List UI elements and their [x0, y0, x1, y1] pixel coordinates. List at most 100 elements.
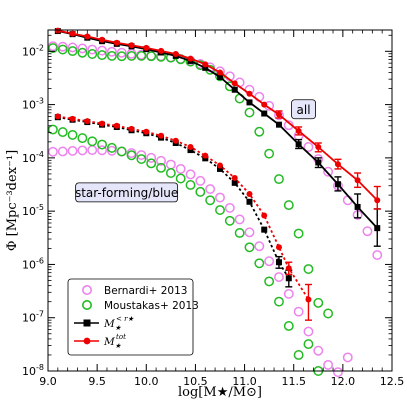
point-mr_sf: [261, 226, 268, 233]
point-mr_all: [374, 225, 381, 232]
point-mtot_sf: [246, 190, 253, 197]
point-mtot_sf: [54, 113, 61, 120]
legend-bernardi-label: Bernardi+ 2013: [104, 285, 187, 297]
point-mr_all: [334, 181, 341, 188]
point-mr_all: [217, 73, 223, 80]
point-moustakas_all: [244, 107, 255, 118]
point-bernardi_sf: [323, 359, 334, 370]
point-mtot_all: [113, 39, 120, 46]
point-mr_all: [295, 141, 302, 148]
point-mtot_sf: [275, 244, 282, 251]
point-bernardi_sf: [87, 145, 98, 156]
point-moustakas_sf: [136, 154, 147, 165]
point-moustakas_all: [106, 50, 117, 61]
point-bernardi_all: [97, 45, 108, 56]
point-moustakas_sf: [205, 195, 216, 206]
annotation-all: all: [291, 99, 316, 120]
point-moustakas_all: [264, 148, 275, 159]
point-moustakas_all: [57, 44, 68, 55]
legend-moustakas-label: Moustakas+ 2013: [104, 300, 199, 312]
point-mtot_all: [275, 111, 282, 118]
point-moustakas_sf: [67, 129, 78, 140]
point-mtot_all: [99, 36, 106, 43]
point-mtot_all: [217, 69, 223, 76]
point-moustakas_sf: [77, 133, 88, 144]
point-moustakas_sf: [175, 173, 186, 184]
point-mtot_sf: [158, 132, 165, 139]
point-mtot_all: [246, 90, 253, 97]
y-tick-label: 10-5: [22, 203, 44, 218]
point-moustakas_sf: [195, 186, 206, 197]
point-bernardi_sf: [185, 169, 196, 180]
point-mtot_sf: [261, 212, 268, 219]
point-mtot_sf: [217, 162, 223, 169]
series-moustakas_all: [47, 43, 324, 308]
point-moustakas_sf: [254, 258, 265, 269]
point-moustakas_all: [254, 126, 265, 137]
point-bernardi_all: [303, 142, 314, 152]
point-bernardi_sf: [254, 241, 265, 252]
point-moustakas_sf: [185, 180, 196, 190]
plot-frame: [47, 29, 393, 372]
point-bernardi_sf: [332, 367, 343, 378]
point-bernardi_all: [87, 44, 98, 55]
point-mtot_all: [315, 143, 322, 150]
point-bernardi_sf: [57, 146, 68, 157]
y-axis-label: Φ [Mpc⁻³dex⁻¹]: [5, 150, 20, 251]
point-moustakas_all: [313, 297, 324, 308]
point-moustakas_sf: [156, 162, 166, 173]
x-tick-label: 10.0: [134, 375, 159, 388]
y-tick-label: 10-2: [22, 43, 44, 58]
point-mr_all: [261, 110, 268, 117]
annotation-star-forming-box: [75, 182, 179, 203]
legend-mtot-label: M★tot: [103, 333, 126, 350]
point-mtot_all: [84, 33, 91, 40]
point-mtot_sf: [99, 120, 106, 127]
annotation-star-forming: star-forming/blue: [75, 182, 179, 203]
point-mr_all: [246, 99, 253, 106]
point-bernardi_all: [77, 43, 88, 54]
point-mtot_sf: [84, 118, 91, 125]
point-moustakas_sf: [87, 136, 98, 147]
point-mtot_all: [354, 177, 361, 184]
x-axis-label: log[M★/M⊙]: [178, 385, 262, 400]
point-bernardi_sf: [303, 326, 314, 337]
point-mr_sf: [275, 259, 282, 266]
point-mtot_sf: [143, 128, 150, 135]
y-tick-label: 10-8: [22, 363, 44, 378]
point-mr_sf: [285, 275, 292, 282]
point-moustakas_sf: [274, 296, 284, 307]
point-bernardi_all: [362, 226, 373, 237]
point-mtot_sf: [305, 296, 312, 303]
point-mr_all: [315, 159, 322, 166]
point-mtot_all: [374, 197, 381, 204]
point-mr_all: [231, 86, 238, 93]
point-bernardi_sf: [274, 272, 284, 282]
point-mtot_all: [143, 44, 150, 51]
x-tick-label: 11.5: [281, 375, 306, 388]
point-mtot_all: [334, 161, 341, 168]
point-moustakas_all: [283, 200, 294, 211]
annotation-star-forming-text: star-forming/blue: [75, 186, 178, 200]
point-moustakas_sf: [106, 142, 117, 153]
point-mtot_sf: [113, 122, 120, 129]
annotation-all-box: [291, 99, 316, 120]
point-bernardi_all: [323, 166, 334, 177]
point-moustakas_all: [136, 50, 147, 61]
point-mtot_all: [231, 80, 238, 87]
x-tick-label: 12.5: [380, 375, 405, 388]
point-mtot_sf: [69, 115, 76, 122]
point-bernardi_sf: [175, 163, 186, 174]
point-mtot_all: [128, 42, 135, 49]
point-moustakas_sf: [47, 124, 58, 135]
legend-bernardi-marker: [82, 284, 93, 295]
y-tick-label: 10-7: [22, 310, 44, 325]
point-mtot_sf: [285, 265, 292, 272]
point-moustakas_all: [116, 51, 127, 62]
series-mtot_all: [54, 27, 381, 210]
point-moustakas_sf: [264, 276, 275, 287]
ticks-layer: 9.0 9.5 10.0 10.5 11.0 11.5 12.0 12.5 10-8 10-7 10…: [22, 30, 404, 388]
point-mtot_all: [187, 55, 194, 62]
point-mtot_sf: [231, 174, 238, 181]
point-bernardi_sf: [313, 345, 324, 356]
